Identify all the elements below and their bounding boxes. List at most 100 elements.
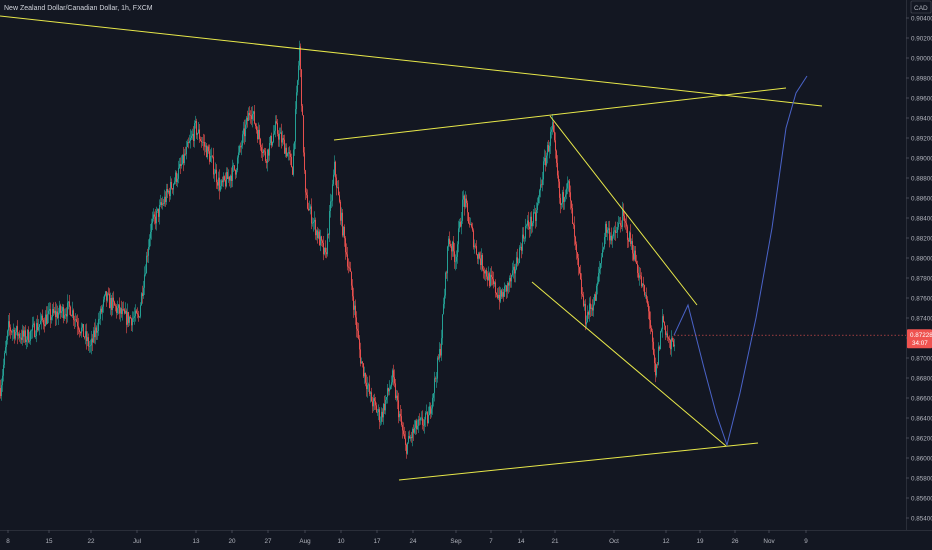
candle-body — [483, 269, 484, 272]
candle-body — [466, 198, 467, 204]
candle-body — [457, 244, 458, 257]
candle-body — [565, 194, 566, 198]
time-axis[interactable]: 8 15 22 Jul 13 20 27 Aug 10 17 24 Sep 7 14 21 Oct 12 19 26… — [0, 530, 932, 550]
candle-body — [97, 331, 98, 333]
candle-body — [110, 298, 111, 309]
candle-body — [540, 184, 541, 191]
candle-body — [22, 330, 23, 340]
candle-body — [541, 184, 542, 186]
candle-body — [527, 220, 528, 226]
candle-body — [618, 223, 619, 228]
candle-body — [491, 274, 492, 277]
candle-body — [557, 162, 558, 176]
candle-body — [663, 316, 664, 323]
price-axis[interactable]: 0.85400 0.85600 0.85800 0.86000 0.86200 0.864… — [906, 0, 932, 550]
candle-body — [497, 294, 498, 299]
candle-body — [379, 409, 380, 422]
candle-body — [126, 310, 127, 325]
candle-body — [615, 230, 616, 233]
price-tick-label: 0.86000 — [911, 455, 932, 462]
candle-body — [202, 141, 203, 143]
candle-body — [619, 223, 620, 224]
candle-body — [234, 165, 235, 170]
candle-body — [395, 383, 396, 399]
candle-body — [601, 257, 602, 264]
candle-body — [177, 178, 178, 183]
candle-body — [653, 341, 654, 355]
trendlines-layer — [0, 15, 823, 481]
candle-body — [162, 203, 163, 206]
candle-body — [591, 307, 592, 309]
candle-body — [307, 195, 308, 209]
candle-body — [33, 323, 34, 325]
candle-body — [29, 340, 30, 342]
candle-body — [133, 317, 134, 319]
candle-body — [669, 338, 670, 340]
candle-body — [549, 145, 550, 152]
candle-body — [367, 385, 368, 390]
candle-body — [641, 276, 642, 287]
candle-body — [5, 347, 6, 353]
candle-body — [436, 378, 437, 380]
candle-body — [404, 434, 405, 439]
candle-body — [420, 418, 421, 421]
time-tick-label: Oct — [609, 538, 619, 545]
candle-body — [438, 357, 439, 359]
candle-body — [323, 243, 324, 255]
candle-body — [649, 311, 650, 321]
candle-body — [473, 230, 474, 248]
candle-body — [409, 436, 410, 439]
candle-body — [173, 183, 174, 190]
candle-body — [233, 165, 234, 166]
candle-body — [659, 346, 660, 350]
candle-body — [53, 309, 54, 313]
candle-body — [138, 314, 139, 318]
candle-body — [432, 397, 433, 409]
candle-body — [607, 229, 608, 233]
candle-body — [231, 175, 232, 182]
trendline — [333, 87, 787, 141]
candle-body — [674, 344, 675, 347]
candle-body — [411, 437, 412, 439]
candle-body — [91, 338, 92, 346]
candle-body — [303, 115, 304, 153]
candle-body — [93, 330, 94, 343]
candle-body — [463, 195, 464, 200]
candle-body — [459, 221, 460, 229]
candle-body — [623, 210, 624, 216]
candle-body — [287, 153, 288, 157]
candle-body — [429, 406, 430, 415]
candle-body — [667, 333, 668, 338]
candle-body — [121, 308, 122, 314]
candle-body — [277, 122, 278, 134]
candle-body — [575, 236, 576, 245]
candle-body — [468, 212, 469, 224]
candle-body — [196, 120, 197, 135]
candle-body — [117, 307, 118, 313]
candle-body — [16, 326, 17, 332]
candle-body — [109, 293, 110, 309]
price-tick-label: 0.86400 — [911, 415, 932, 422]
countdown-label: 34:07 — [912, 340, 928, 347]
candle-body — [579, 267, 580, 273]
currency-box — [910, 0, 932, 14]
candle-body — [530, 216, 531, 230]
candle-body — [2, 375, 3, 386]
candle-body — [485, 270, 486, 274]
candle-body — [346, 252, 347, 255]
candle-body — [338, 187, 339, 196]
candle-body — [111, 298, 112, 310]
candle-body — [617, 227, 618, 233]
candle-body — [69, 301, 70, 307]
candle-body — [378, 409, 379, 413]
candle-body — [84, 336, 85, 338]
price-tick-label: 0.89000 — [911, 155, 932, 162]
price-tick-label: 0.89800 — [911, 75, 932, 82]
candle-body — [115, 305, 116, 307]
candle-body — [407, 442, 408, 454]
time-tick-label: 12 — [662, 538, 670, 545]
candle-body — [137, 313, 138, 315]
candle-body — [501, 290, 502, 297]
price-tick-label: 0.88200 — [911, 235, 932, 242]
